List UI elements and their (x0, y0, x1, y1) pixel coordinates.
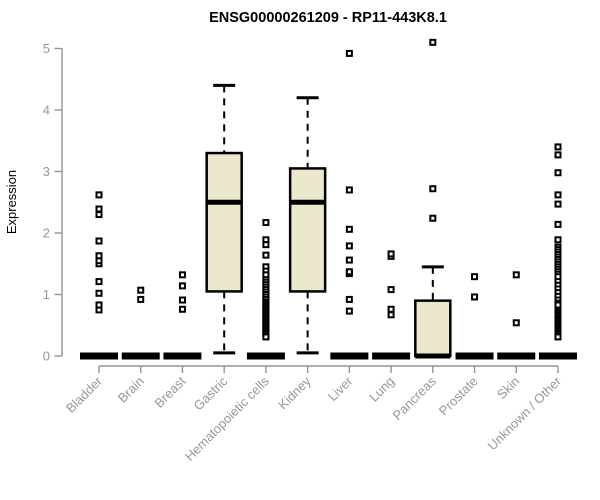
outlier-point (345, 225, 353, 233)
outlier-point (554, 169, 562, 177)
y-tick-label: 1 (43, 287, 50, 302)
boxplot-hematopoietic-cells (246, 219, 285, 360)
outlier-point (345, 256, 353, 264)
outlier-point (95, 289, 103, 297)
boxplot-breast (163, 271, 202, 360)
outlier-point (178, 282, 186, 290)
iqr-box (414, 299, 452, 358)
boxplot-unknown-other (538, 143, 577, 360)
outlier-point (471, 293, 479, 301)
category-label-lung: Lung (366, 374, 397, 405)
boxplot-liver (330, 49, 369, 360)
boxplot-pancreas (414, 38, 452, 359)
collapsed-box-at-zero (121, 352, 160, 360)
outlier-point (262, 219, 270, 227)
outlier-point (345, 295, 353, 303)
y-tick-label: 0 (43, 349, 50, 364)
outlier-point (95, 211, 103, 219)
outlier-point (429, 185, 437, 193)
outlier-point (262, 251, 270, 259)
outlier-point (554, 151, 562, 159)
outlier-point (554, 333, 562, 341)
collapsed-box-at-zero (80, 352, 118, 360)
outlier-point (471, 273, 479, 281)
chart-title: ENSG00000261209 - RP11-443K8.1 (209, 10, 447, 26)
boxplot-kidney (288, 96, 327, 355)
outlier-point (554, 200, 562, 208)
collapsed-box-at-zero (372, 352, 411, 360)
category-label-brain: Brain (115, 374, 147, 406)
category-label-pancreas: Pancreas (389, 373, 439, 423)
category-label-prostate: Prostate (436, 374, 481, 419)
outlier-point (387, 250, 395, 258)
outlier-point (95, 205, 103, 213)
outlier-point (429, 214, 437, 222)
outlier-point (137, 295, 145, 303)
category-label-skin: Skin (494, 374, 522, 402)
boxplot-bladder (80, 191, 118, 360)
collapsed-box-at-zero (538, 352, 577, 360)
outlier-point (178, 296, 186, 304)
boxplot-gastric (205, 83, 243, 355)
collapsed-box-at-zero (455, 352, 494, 360)
outlier-point (345, 49, 353, 57)
category-label-breast: Breast (151, 373, 188, 410)
outlier-point (345, 268, 353, 276)
category-label-unknown-other: Unknown / Other (485, 373, 565, 453)
y-tick-label: 5 (43, 41, 50, 56)
outlier-point (95, 252, 103, 260)
outlier-point (387, 286, 395, 294)
y-axis-title: Expression (4, 170, 19, 234)
outlier-point (429, 38, 437, 46)
collapsed-box-at-zero (330, 352, 369, 360)
outlier-point (345, 242, 353, 250)
category-label-kidney: Kidney (275, 373, 314, 412)
iqr-box (205, 151, 243, 293)
category-label-bladder: Bladder (63, 373, 106, 416)
outlier-point (554, 236, 562, 244)
y-tick-label: 3 (43, 164, 50, 179)
collapsed-box-at-zero (246, 352, 285, 360)
outlier-point (262, 333, 270, 341)
boxplot-brain (121, 286, 160, 360)
collapsed-box-at-zero (497, 352, 536, 360)
boxplot-prostate (455, 273, 494, 360)
outlier-point (178, 271, 186, 279)
outlier-point (95, 191, 103, 199)
outlier-point (95, 278, 103, 286)
outlier-point (345, 186, 353, 194)
outlier-point (95, 301, 103, 309)
outlier-point (554, 143, 562, 151)
outlier-point (387, 311, 395, 319)
boxplot-lung (372, 250, 411, 360)
y-tick-label: 4 (43, 103, 50, 118)
outlier-point (512, 271, 520, 279)
outlier-point (554, 220, 562, 228)
category-label-liver: Liver (325, 373, 356, 404)
y-tick-label: 2 (43, 226, 50, 241)
outlier-point (95, 237, 103, 245)
outlier-point (262, 241, 270, 249)
boxplot-skin (497, 271, 536, 360)
outlier-point (137, 286, 145, 294)
outlier-point (345, 307, 353, 315)
outlier-point (554, 301, 562, 309)
iqr-box (288, 167, 327, 293)
outlier-point (178, 305, 186, 313)
outlier-point (554, 191, 562, 199)
outlier-point (387, 305, 395, 313)
outlier-point (512, 319, 520, 327)
category-label-gastric: Gastric (191, 373, 231, 413)
collapsed-box-at-zero (163, 352, 202, 360)
